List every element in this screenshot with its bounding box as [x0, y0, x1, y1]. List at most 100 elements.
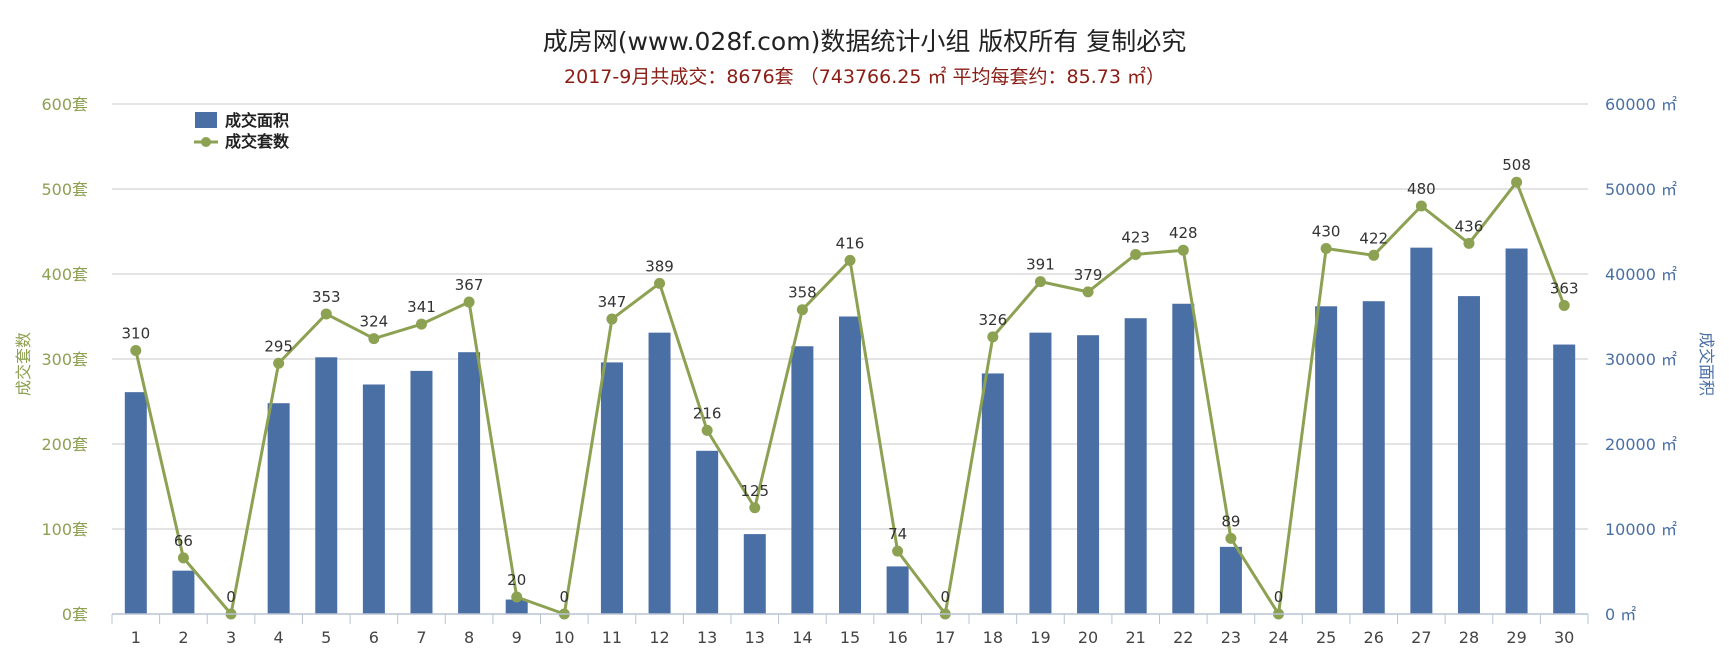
y-axis-title-right: 成交面积 [1697, 332, 1716, 396]
data-labels: 310 66 0 295 353 324 341 367 20 0 347 389 216 125 358 4… [121, 156, 1578, 606]
line-point [1320, 243, 1332, 254]
y-tick-label-left: 600套 [41, 95, 88, 114]
x-tick-label: 2 [178, 628, 188, 647]
data-label: 0 [560, 588, 570, 606]
x-tick-label: 24 [1268, 628, 1288, 647]
y-tick-label-right: 40000 ㎡ [1605, 265, 1677, 284]
line-point [1511, 176, 1523, 188]
data-label: 0 [226, 588, 236, 606]
data-label: 216 [693, 404, 722, 422]
line-point [1415, 200, 1427, 212]
bar [791, 346, 814, 614]
x-tick-label: 13 [697, 628, 717, 647]
x-tick-label: 26 [1364, 628, 1384, 647]
data-label: 0 [1274, 588, 1284, 606]
bar [458, 352, 481, 614]
x-tick-label: 5 [321, 628, 331, 647]
data-label: 423 [1121, 228, 1150, 246]
x-tick-label: 10 [554, 628, 574, 647]
line-point [368, 333, 380, 345]
data-label: 324 [360, 313, 389, 331]
line-point [749, 502, 761, 514]
y-tick-label-right: 0 ㎡ [1605, 605, 1636, 624]
x-tick-label: 7 [416, 628, 426, 647]
line-point [1463, 237, 1475, 249]
x-tick-label: 12 [649, 628, 669, 647]
x-tick-label: 25 [1316, 628, 1336, 647]
x-tick-label: 14 [792, 628, 812, 647]
bar [1172, 303, 1195, 614]
bar [1553, 344, 1576, 614]
legend-swatch-bar [195, 112, 217, 128]
y-tick-label-left: 500套 [41, 180, 88, 199]
x-tick-label: 16 [887, 628, 907, 647]
data-label: 125 [740, 482, 769, 500]
data-label: 391 [1026, 256, 1055, 274]
bar [1077, 335, 1100, 614]
data-label: 353 [312, 288, 341, 306]
x-tick-label: 28 [1459, 628, 1479, 647]
bar [743, 534, 766, 614]
data-label: 347 [598, 293, 627, 311]
bar [505, 599, 528, 614]
data-label: 428 [1169, 224, 1198, 242]
x-tick-label: 6 [369, 628, 379, 647]
x-tick-label: 13 [745, 628, 765, 647]
line-point [892, 545, 904, 557]
data-label: 20 [507, 571, 526, 589]
data-label: 422 [1359, 229, 1388, 247]
y-tick-label-left: 300套 [41, 350, 88, 369]
y-axis-title-left: 成交套数 [14, 332, 33, 396]
x-tick-label: 19 [1030, 628, 1050, 647]
bar [1219, 546, 1242, 614]
bar [1124, 318, 1147, 614]
line-point [463, 296, 475, 308]
data-label: 310 [121, 325, 150, 343]
y-tick-label-right: 60000 ㎡ [1605, 95, 1677, 114]
line-point [1034, 276, 1046, 288]
y-tick-label-right: 20000 ㎡ [1605, 435, 1677, 454]
x-tick-label: 20 [1078, 628, 1098, 647]
bar [1410, 247, 1433, 614]
y-tick-label-left: 400套 [41, 265, 88, 284]
data-label: 508 [1502, 156, 1531, 174]
y-tick-label-left: 100套 [41, 520, 88, 539]
y-tick-label-left: 0套 [62, 605, 88, 624]
x-tick-label: 21 [1125, 628, 1145, 647]
x-tick-label: 27 [1411, 628, 1431, 647]
bar [267, 403, 290, 614]
bar [839, 316, 861, 614]
y-tick-label-left: 200套 [41, 435, 88, 454]
x-tick-label: 15 [840, 628, 860, 647]
bar-series [124, 247, 1576, 614]
line-point [1130, 248, 1142, 260]
line-point [844, 254, 856, 266]
data-label: 326 [979, 311, 1008, 329]
line-point [130, 345, 142, 356]
x-tick-label: 8 [464, 628, 474, 647]
data-label: 89 [1221, 512, 1240, 530]
data-label: 430 [1312, 223, 1341, 241]
line-point [1082, 286, 1094, 298]
data-label: 66 [174, 532, 193, 550]
bar [172, 570, 195, 614]
chart-title: 成房网(www.028f.com)数据统计小组 版权所有 复制必究 [542, 27, 1187, 56]
x-tick-label: 18 [983, 628, 1003, 647]
data-label: 416 [836, 234, 865, 252]
line-point [273, 357, 285, 369]
line-point [654, 277, 666, 289]
line-point [415, 318, 427, 330]
data-label: 295 [264, 337, 293, 355]
x-tick-label: 23 [1221, 628, 1241, 647]
line-point [701, 424, 713, 436]
line-point [987, 331, 999, 343]
x-tick-label: 1 [131, 628, 141, 647]
y-tick-label-right: 10000 ㎡ [1605, 520, 1677, 539]
bar [600, 362, 623, 614]
x-tick-label: 9 [512, 628, 522, 647]
data-label: 480 [1407, 180, 1436, 198]
line-point [511, 591, 523, 603]
data-label: 436 [1455, 217, 1484, 235]
